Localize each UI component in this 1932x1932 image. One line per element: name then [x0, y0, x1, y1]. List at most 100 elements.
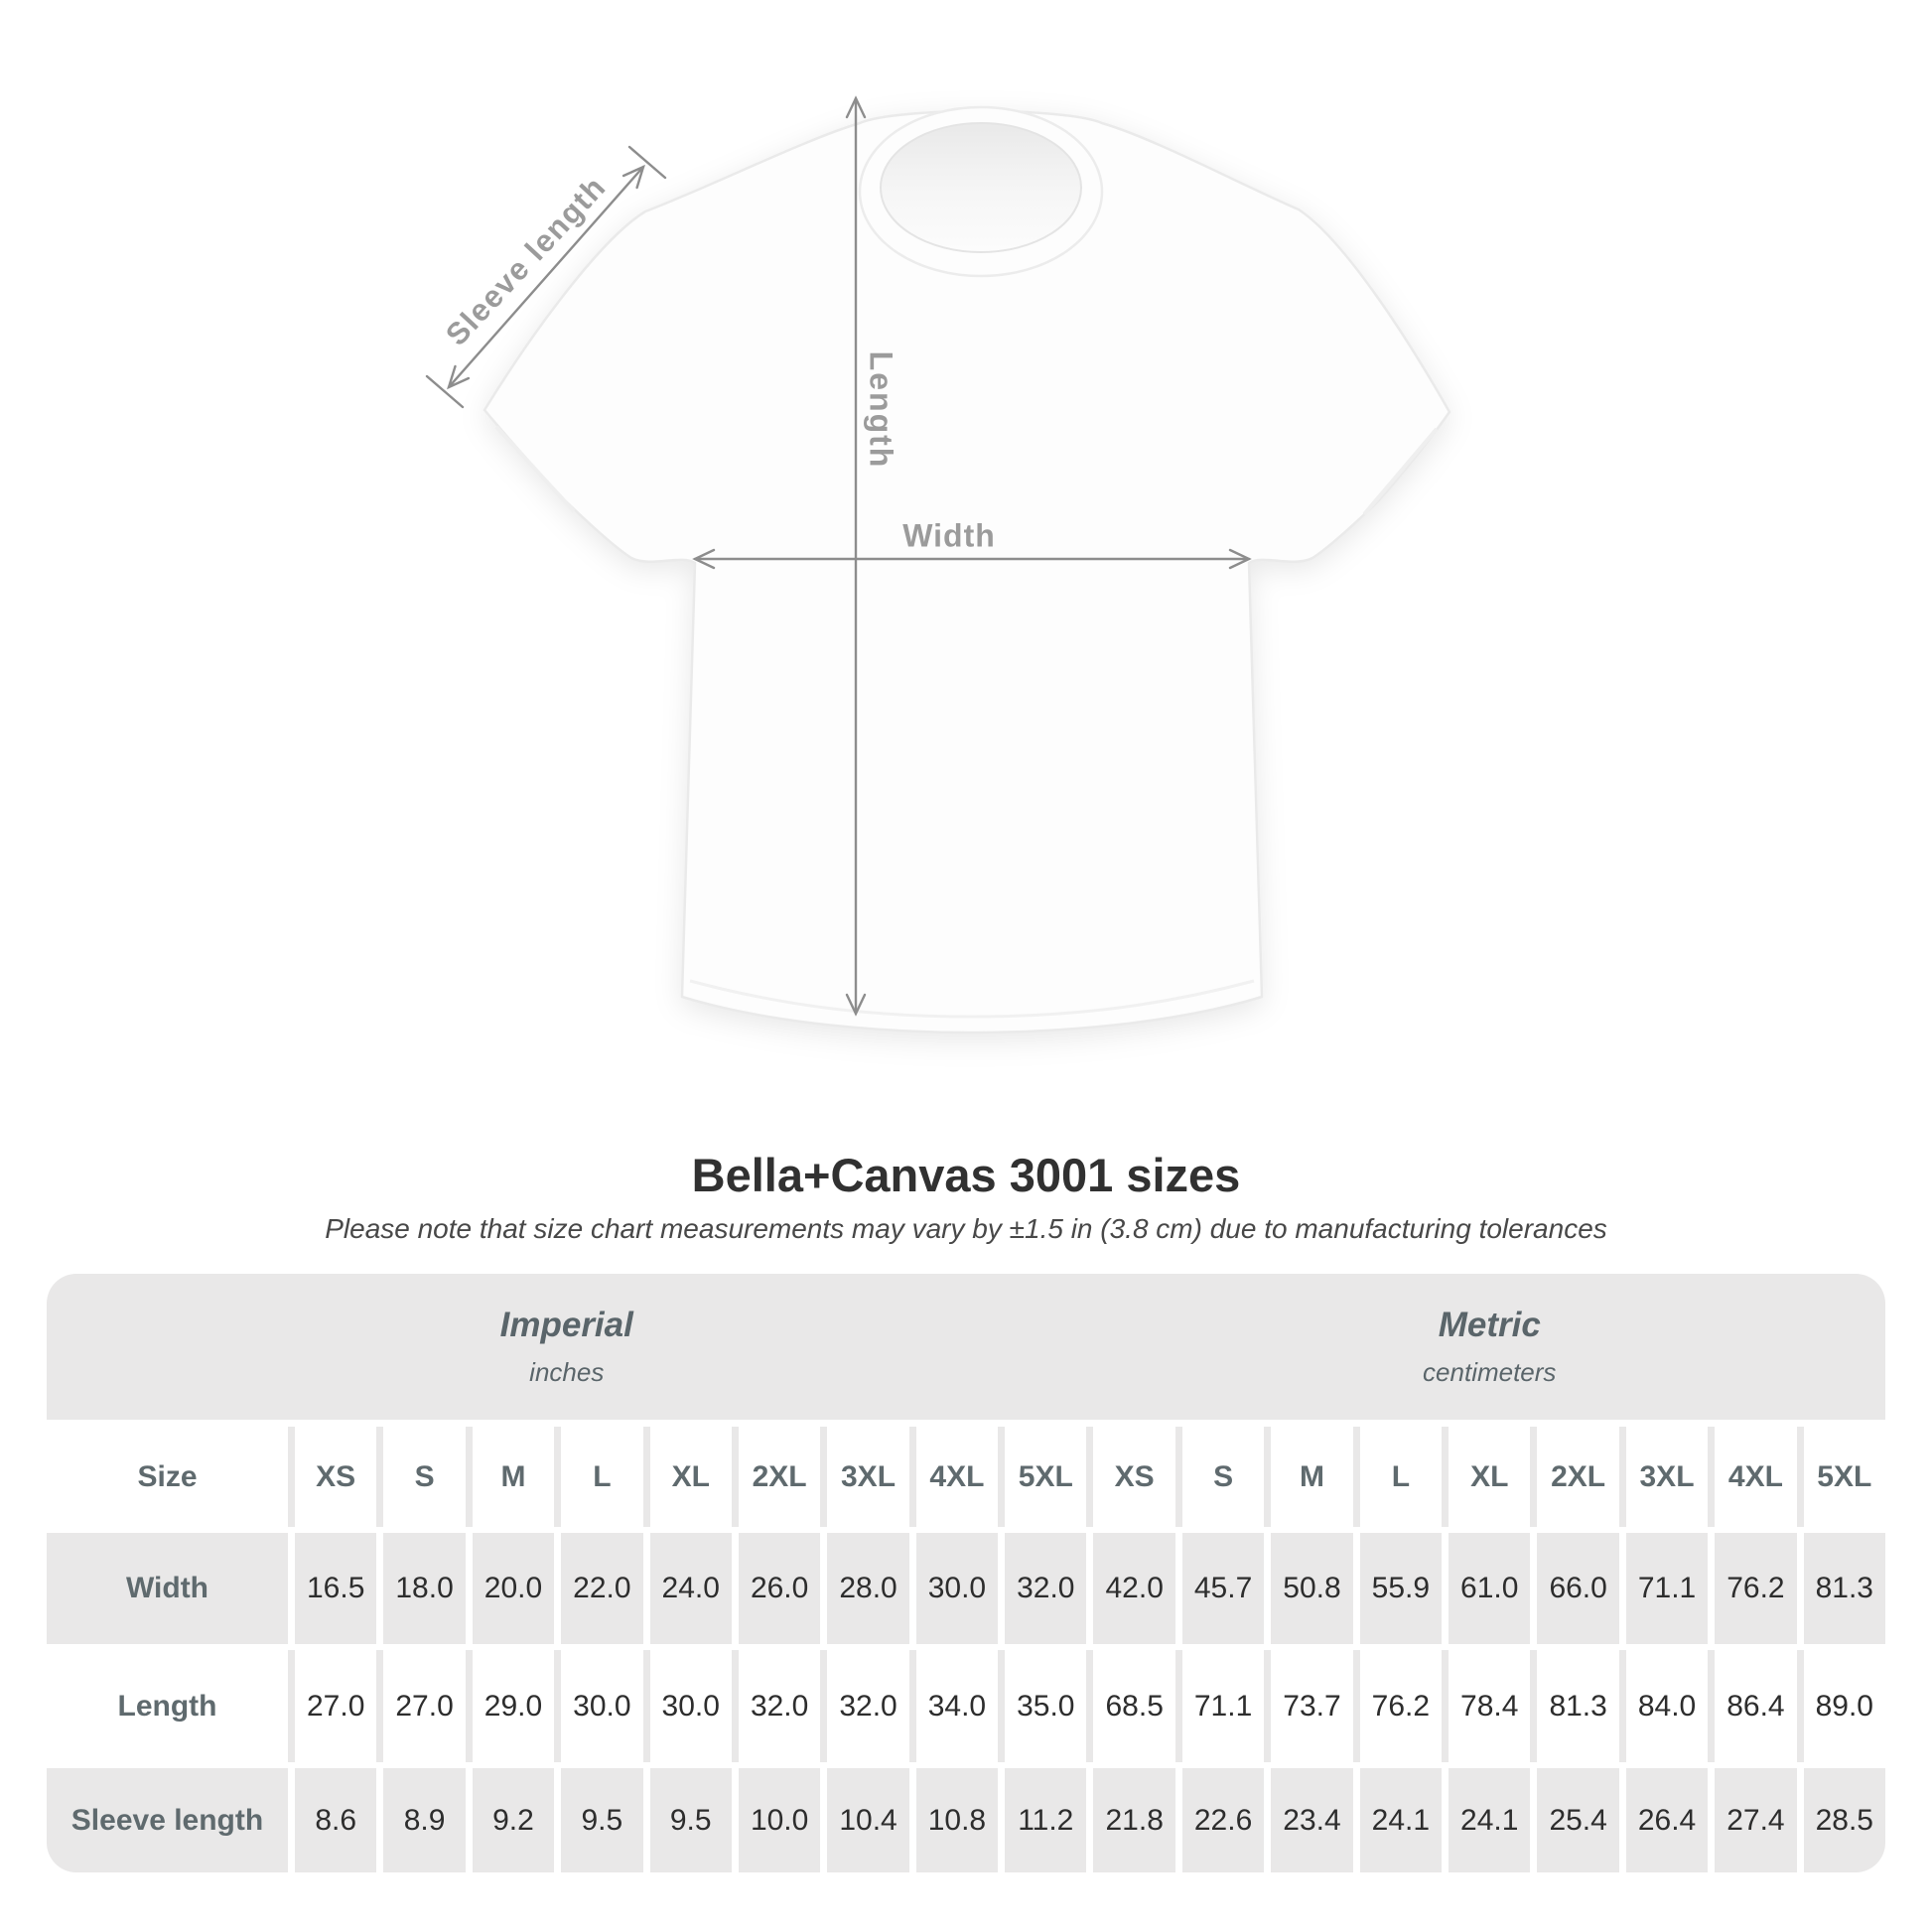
size-column-header: 5XL [1803, 1427, 1885, 1527]
measurement-value: 24.1 [1449, 1768, 1531, 1872]
sleeve-length-dimension-line [425, 145, 667, 409]
size-column-header: 3XL [827, 1427, 909, 1527]
row-label: Length [47, 1650, 288, 1762]
measurement-value: 18.0 [383, 1533, 466, 1644]
measurement-value: 9.2 [472, 1768, 555, 1872]
measurement-value: 16.5 [295, 1533, 377, 1644]
measurement-value: 9.5 [649, 1768, 732, 1872]
page-title: Bella+Canvas 3001 sizes [691, 1149, 1241, 1201]
size-column-header: 3XL [1625, 1427, 1709, 1527]
measurement-value: 22.0 [561, 1533, 643, 1644]
measurement-value: 21.8 [1093, 1768, 1175, 1872]
measurement-value: 25.4 [1537, 1768, 1619, 1872]
table-row-sleeve-length: Sleeve length 8.6 8.9 9.2 9.5 9.5 10.0 10.4 10.8… [47, 1768, 1885, 1872]
size-chart-table: Imperial inches Metric centimeters Size X… [47, 1274, 1885, 1872]
measurement-value: 8.6 [295, 1768, 377, 1872]
measurement-value: 34.0 [915, 1650, 999, 1762]
measurement-value: 27.0 [295, 1650, 377, 1762]
measurement-value: 10.0 [738, 1768, 821, 1872]
row-label: Sleeve length [47, 1768, 288, 1872]
size-column-header: L [1359, 1427, 1443, 1527]
collar-opening [880, 122, 1082, 253]
size-column-header: M [472, 1427, 555, 1527]
measurement-value: 24.1 [1359, 1768, 1443, 1872]
measurement-value: 23.4 [1271, 1768, 1353, 1872]
size-column-header: 4XL [1715, 1427, 1797, 1527]
size-column-header: M [1271, 1427, 1353, 1527]
measurement-value: 10.4 [827, 1768, 909, 1872]
size-column-header: XS [295, 1427, 377, 1527]
measurement-value: 68.5 [1093, 1650, 1175, 1762]
measurement-value: 45.7 [1181, 1533, 1265, 1644]
measurement-value: 26.0 [738, 1533, 821, 1644]
measurement-value: 81.3 [1537, 1650, 1619, 1762]
measurement-value: 10.8 [915, 1768, 999, 1872]
unit-group-header-row: Imperial inches Metric centimeters [47, 1274, 1885, 1420]
right-cuff-seam [1362, 427, 1439, 516]
measurement-value: 28.5 [1803, 1768, 1885, 1872]
measurement-value: 24.0 [649, 1533, 732, 1644]
length-label: Length [863, 350, 899, 470]
measurement-value: 27.0 [383, 1650, 466, 1762]
measurement-value: 76.2 [1359, 1650, 1443, 1762]
size-column-header: S [1181, 1427, 1265, 1527]
size-column-header: XL [1449, 1427, 1531, 1527]
metric-group-header: Metric centimeters [1094, 1274, 1886, 1420]
measurement-value: 30.0 [561, 1650, 643, 1762]
measurement-value: 61.0 [1449, 1533, 1531, 1644]
size-header-row: Size XS S M L XL 2XL 3XL 4XL 5XL XS S M L XL 2XL 3XL 4XL 5… [47, 1427, 1885, 1527]
corner-label: Size [47, 1427, 288, 1527]
measurement-value: 42.0 [1093, 1533, 1175, 1644]
measurement-value: 73.7 [1271, 1650, 1353, 1762]
metric-label: Metric [1438, 1306, 1541, 1344]
width-label: Width [902, 517, 996, 554]
shirt-outline [483, 109, 1451, 1035]
imperial-group-header: Imperial inches [47, 1274, 1087, 1420]
measurement-value: 29.0 [472, 1650, 555, 1762]
hem-seam [689, 979, 1255, 1019]
measurement-value: 27.4 [1715, 1768, 1797, 1872]
imperial-units-label: inches [529, 1357, 605, 1387]
measurement-value: 81.3 [1803, 1533, 1885, 1644]
metric-units-label: centimeters [1423, 1357, 1557, 1387]
imperial-label: Imperial [499, 1306, 633, 1344]
tshirt-illustration [425, 95, 1451, 1035]
measurement-value: 32.0 [1005, 1533, 1087, 1644]
row-label: Width [47, 1533, 288, 1644]
measurement-value: 22.6 [1181, 1768, 1265, 1872]
measurement-value: 28.0 [827, 1533, 909, 1644]
measurement-value: 76.2 [1715, 1533, 1797, 1644]
table-row-length: Length 27.0 27.0 29.0 30.0 30.0 32.0 32.0 34.0 35… [47, 1650, 1885, 1762]
tolerance-note: Please note that size chart measurements… [325, 1213, 1607, 1244]
measurement-value: 32.0 [738, 1650, 821, 1762]
measurement-value: 71.1 [1625, 1533, 1709, 1644]
length-dimension-line [845, 95, 867, 1017]
size-column-header: 5XL [1005, 1427, 1087, 1527]
measurement-value: 35.0 [1005, 1650, 1087, 1762]
measurement-value: 89.0 [1803, 1650, 1885, 1762]
left-cuff-seam [494, 425, 576, 513]
size-column-header: XS [1093, 1427, 1175, 1527]
measurement-value: 9.5 [561, 1768, 643, 1872]
measurement-value: 30.0 [649, 1650, 732, 1762]
tshirt-shape [483, 109, 1451, 1035]
size-column-header: L [561, 1427, 643, 1527]
measurement-value: 78.4 [1449, 1650, 1531, 1762]
measurement-value: 84.0 [1625, 1650, 1709, 1762]
measurement-value: 8.9 [383, 1768, 466, 1872]
table-row-width: Width 16.5 18.0 20.0 22.0 24.0 26.0 28.0 30.0 32.… [47, 1533, 1885, 1644]
measurement-value: 11.2 [1005, 1768, 1087, 1872]
measurement-value: 26.4 [1625, 1768, 1709, 1872]
measurement-value: 55.9 [1359, 1533, 1443, 1644]
size-column-header: 2XL [738, 1427, 821, 1527]
measurement-value: 86.4 [1715, 1650, 1797, 1762]
width-dimension-line [692, 548, 1252, 570]
measurement-value: 30.0 [915, 1533, 999, 1644]
size-column-header: 4XL [915, 1427, 999, 1527]
size-column-header: S [383, 1427, 466, 1527]
size-column-header: XL [649, 1427, 732, 1527]
measurement-value: 50.8 [1271, 1533, 1353, 1644]
measurement-value: 32.0 [827, 1650, 909, 1762]
size-column-header: 2XL [1537, 1427, 1619, 1527]
measurement-value: 71.1 [1181, 1650, 1265, 1762]
